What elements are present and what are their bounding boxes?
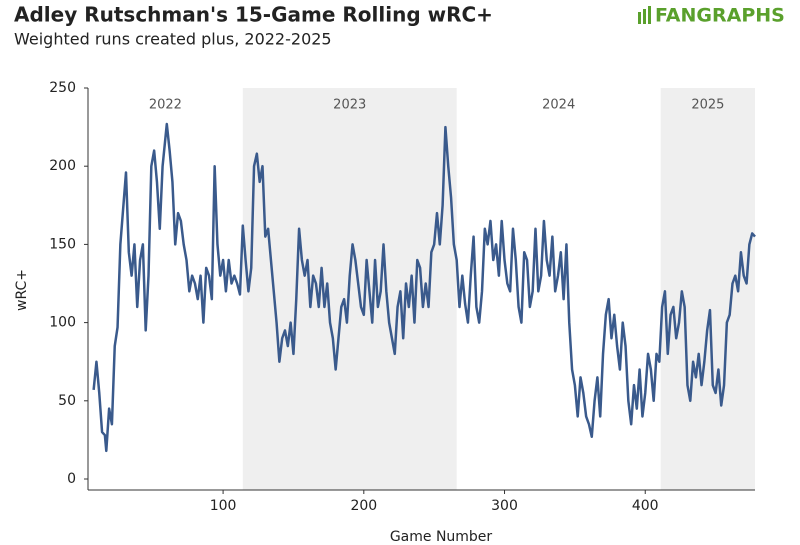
band-label: 2025 [691,98,724,113]
y-tick-label: 100 [49,315,76,331]
x-tick-label: 300 [491,498,518,514]
x-axis-label: Game Number [390,529,493,545]
y-tick-label: 150 [49,236,76,252]
band-label: 2023 [333,98,366,113]
logo-text: FANGRAPHS [655,5,785,27]
logo-bar [648,6,651,24]
data-line [92,122,756,453]
y-axis-label: wRC+ [14,269,30,311]
chart-title: Adley Rutschman's 15-Game Rolling wRC+ [14,3,493,27]
x-tick-label: 200 [350,498,377,514]
y-tick-label: 200 [49,158,76,174]
season-band [660,88,755,490]
logo: FANGRAPHS [638,5,785,27]
y-tick-label: 0 [67,471,76,487]
y-tick-label: 250 [49,80,76,96]
logo-bar [643,9,646,24]
x-tick-label: 100 [210,498,237,514]
band-label: 2024 [542,98,575,113]
logo-bar [638,12,641,24]
x-tick-label: 400 [632,498,659,514]
y-tick-label: 50 [58,393,76,409]
chart-subtitle: Weighted runs created plus, 2022-2025 [14,30,332,49]
band-label: 2022 [149,98,182,113]
